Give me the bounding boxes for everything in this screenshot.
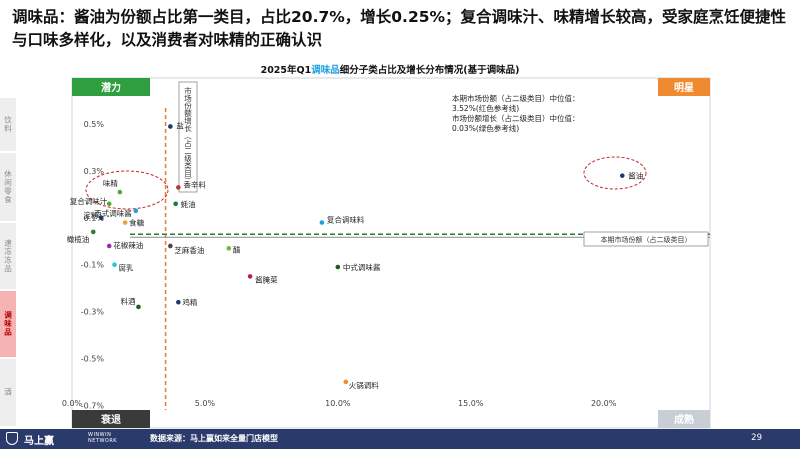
- data-point-label: 食糖: [129, 218, 144, 228]
- quadrant-label-mature: 成熟: [674, 413, 694, 426]
- data-point: [343, 379, 349, 385]
- data-point: [168, 124, 173, 129]
- chart-title: 2025年Q1调味品细分子类占比及增长分布情况(基于调味品): [260, 65, 520, 76]
- data-point-label: 复合调味汁: [70, 196, 108, 206]
- data-point-label: 复合调味料: [327, 215, 365, 225]
- footer-bar: 马上赢 WINWIN NETWORK 数据来源：马上赢如来全量门店模型 29: [0, 429, 800, 449]
- y-tick-label: -0.3%: [81, 308, 105, 317]
- quadrant-label-potential: 潜力: [101, 81, 121, 94]
- quadrant-label-bg-decline: [72, 410, 150, 428]
- x-tick-label: 20.0%: [591, 399, 617, 408]
- side-tab-label: 休闲零食: [3, 170, 13, 204]
- y-tick-label: 0.3%: [84, 167, 105, 176]
- data-point: [168, 243, 173, 249]
- side-tab-condiments[interactable]: 调味品: [0, 291, 16, 359]
- data-point: [98, 215, 104, 221]
- x-tick-label: 15.0%: [458, 399, 484, 408]
- data-point: [133, 208, 139, 214]
- horizontal-reference-label: 本期市场份额（占二级类目）: [601, 235, 692, 244]
- data-point: [176, 185, 181, 190]
- data-point-label: 醋: [233, 244, 241, 254]
- side-tab-snacks[interactable]: 休闲零食: [0, 153, 16, 223]
- data-point: [176, 299, 181, 305]
- median-note: 本期市场份额（占二级类目）中位值： 3.52%(红色参考线) 市场份额增长（占二…: [452, 93, 580, 133]
- data-point-label: 芝麻香油: [174, 245, 204, 255]
- quadrant-label-decline: 衰退: [100, 413, 121, 426]
- data-point: [226, 246, 232, 251]
- x-tick-label: 10.0%: [325, 399, 351, 408]
- horizontal-reference-label-box: [583, 231, 709, 247]
- x-tick-label: 5.0%: [195, 399, 216, 408]
- page-number: 29: [751, 433, 762, 443]
- median-note-line: 市场份额增长（占二级类目）中位值：: [452, 113, 580, 123]
- data-point-label: 花椒辣油: [113, 240, 143, 250]
- data-point: [106, 201, 112, 207]
- y-tick-label: 0.1%: [84, 214, 105, 223]
- median-note-line: 0.03%(绿色参考线): [452, 123, 519, 133]
- data-point: [173, 201, 178, 207]
- data-point-label: 香辛料: [183, 179, 206, 189]
- data-point: [122, 220, 128, 225]
- data-point: [136, 304, 141, 310]
- quadrant-label-bg-potential: [72, 78, 150, 96]
- data-point-label: 中式调味酱: [343, 262, 381, 272]
- data-point: [335, 264, 341, 270]
- data-point-label: 蚝油: [181, 199, 196, 209]
- quadrant-label-bg-star: [658, 78, 710, 96]
- data-point: [619, 173, 625, 178]
- side-tab-label: 调味品: [3, 311, 13, 337]
- highlight-ellipse-compound-sauce: [85, 170, 169, 210]
- data-point: [90, 229, 96, 235]
- logo-subtext: WINWIN NETWORK: [88, 432, 118, 444]
- data-point-label: 酱油: [628, 171, 643, 181]
- plot-frame: [71, 77, 711, 429]
- data-point-label: 西式调味酱: [94, 208, 132, 218]
- data-point-label: 腐乳: [119, 263, 134, 273]
- data-point: [112, 262, 117, 268]
- data-point: [319, 220, 325, 225]
- data-point-label: 鸡精: [182, 297, 197, 307]
- quadrant-label-star: 明星: [674, 82, 694, 94]
- data-point-label: 味精: [103, 178, 118, 188]
- side-tab-liquor[interactable]: 酒: [0, 359, 16, 428]
- vertical-reference-label-box: [178, 81, 198, 193]
- side-tab-frozen[interactable]: 速冻冻品: [0, 223, 16, 291]
- data-point-label: 火锅调料: [349, 380, 379, 390]
- data-point-label: 盐: [176, 120, 184, 130]
- data-point: [117, 189, 123, 195]
- side-tab-label: 饮料: [3, 116, 13, 133]
- highlight-ellipse-soy-sauce: [583, 156, 647, 190]
- x-tick-label: 0.0%: [62, 399, 83, 408]
- data-point: [247, 274, 253, 279]
- side-tab-label: 速冻冻品: [3, 239, 13, 273]
- vertical-reference-label: 市场份额增长（占二级类目）: [183, 86, 192, 185]
- data-source: 数据来源：马上赢如来全量门店模型: [150, 434, 278, 443]
- data-point-label: 酱腌菜: [255, 274, 278, 284]
- median-note-line: 3.52%(红色参考线): [452, 103, 519, 113]
- shield-logo-icon: [6, 432, 18, 445]
- data-point-label: 橄榄油: [67, 234, 90, 244]
- y-tick-label: -0.7%: [81, 401, 105, 410]
- side-tab-label: 酒: [3, 388, 13, 397]
- scatter-chart: 潜力 明星 衰退 成熟 市场份额增长（占二级类目） 本期市场份额（占二级类目） …: [62, 77, 711, 429]
- logo-text: 马上赢: [24, 436, 54, 447]
- data-point-label: 料酒: [120, 296, 135, 306]
- y-tick-label: -0.1%: [81, 261, 105, 270]
- y-tick-label: -0.5%: [81, 354, 105, 363]
- data-point: [106, 243, 112, 249]
- y-tick-label: 0.5%: [84, 120, 105, 129]
- quadrant-label-bg-mature: [658, 410, 710, 428]
- side-tab-beverage[interactable]: 饮料: [0, 98, 16, 153]
- page-headline: 调味品：酱油为份额占比第一类目，占比20.7%，增长0.25%；复合调味汁、味精…: [12, 8, 787, 49]
- median-note-line: 本期市场份额（占二级类目）中位值：: [452, 93, 580, 103]
- data-point-label: 淀粉: [83, 210, 98, 220]
- side-category-nav: 饮料 休闲零食 速冻冻品 调味品 酒: [0, 98, 16, 428]
